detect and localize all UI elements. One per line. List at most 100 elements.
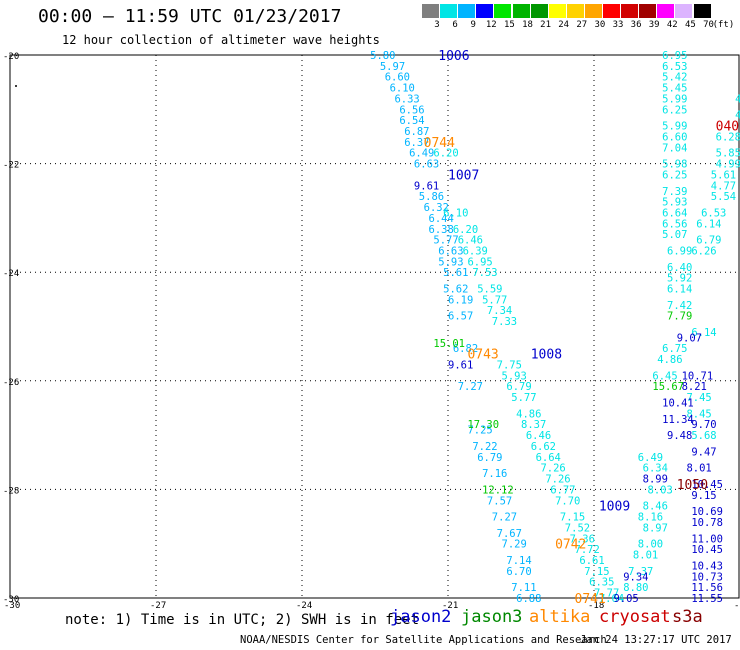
- swh-value: 6.95: [467, 256, 492, 268]
- colorbar-swatch: [621, 4, 639, 18]
- swh-value: 4.77: [711, 180, 736, 192]
- legend-cryosat: cryosat: [599, 607, 671, 627]
- swh-value: 6.64: [536, 452, 561, 464]
- swh-value: 6.46: [458, 235, 483, 247]
- colorbar-label: 18: [522, 20, 533, 30]
- swh-value: 5.77: [511, 392, 536, 404]
- swh-value: 7.77: [594, 588, 619, 600]
- colorbar-swatch: [530, 4, 548, 18]
- swh-value: 6.49: [409, 148, 434, 160]
- swh-value: 6.26: [691, 245, 716, 257]
- swh-value: 6.77: [550, 484, 575, 496]
- swh-value: 8.16: [638, 512, 663, 524]
- swh-value: 8.03: [648, 484, 673, 496]
- swh-value: 4.99: [716, 159, 740, 171]
- swh-value: 7.34: [487, 305, 512, 317]
- swh-value: 8.01: [633, 550, 658, 562]
- swh-value: 6.33: [394, 93, 419, 105]
- swh-value: 9.34: [623, 571, 648, 583]
- swh-value: 7.33: [492, 316, 517, 328]
- pass-time-label: 0741: [575, 592, 606, 607]
- lon-tick-label: -30: [4, 601, 20, 611]
- lon-tick-label: -27: [150, 601, 166, 611]
- swh-value: 5.85: [716, 148, 740, 160]
- colorbar-swatch: [584, 4, 602, 18]
- swh-value: 6.54: [399, 115, 424, 127]
- swh-value: 11.56: [691, 582, 723, 594]
- swh-value: 6.63: [438, 245, 463, 257]
- pass-time-label: 1007: [448, 168, 479, 183]
- map-title: 00:00 – 11:59 UTC 01/23/2017: [38, 6, 342, 27]
- swh-value: 5.54: [711, 191, 736, 203]
- swh-value: 5.92: [667, 273, 692, 285]
- swh-value: 5.97: [380, 61, 405, 73]
- swh-value: 5.61: [711, 169, 736, 181]
- colorbar-label: 33: [612, 20, 624, 30]
- swh-value: 7.25: [467, 425, 492, 437]
- swh-value: 5.98: [662, 159, 687, 171]
- colorbar-label: 12: [485, 20, 497, 30]
- colorbar-swatch: [657, 4, 675, 18]
- swh-value: 5.99: [662, 121, 687, 133]
- swh-value: 10.78: [691, 517, 723, 529]
- map-dot: [15, 85, 17, 87]
- lat-tick-label: -24: [3, 269, 19, 279]
- pass-time-label: 0743: [467, 348, 498, 363]
- swh-value: 6.99: [667, 245, 692, 257]
- swh-value: 10.43: [691, 560, 723, 572]
- swh-value: 11.55: [691, 593, 723, 605]
- swh-value: 6.34: [643, 463, 668, 475]
- swh-value: 6.14: [696, 218, 721, 230]
- swh-value: 11.00: [691, 533, 723, 545]
- swh-value: 7.04: [662, 142, 687, 154]
- swh-value: 9.05: [613, 593, 638, 605]
- colorbar-label: 70: [703, 20, 714, 30]
- swh-value: 7.15: [584, 566, 609, 578]
- swh-value: 7.67: [497, 528, 522, 540]
- swh-value: 6.35: [589, 577, 614, 589]
- swh-value: 5.77: [482, 294, 507, 306]
- colorbar-swatch: [458, 4, 476, 18]
- swh-value: 7.42: [667, 300, 692, 312]
- colorbar-swatch: [675, 4, 693, 18]
- swh-value: 7.22: [472, 441, 497, 453]
- swh-value: 7.79: [667, 311, 692, 323]
- colorbar-swatch: [494, 4, 512, 18]
- swh-value: 5.86: [419, 191, 444, 203]
- swh-value: 6.25: [662, 104, 687, 116]
- swh-value: 5.93: [502, 370, 527, 382]
- swh-value: 5.99: [662, 93, 687, 105]
- swh-value: 6.79: [477, 452, 502, 464]
- swh-value: 5.07: [662, 229, 687, 241]
- lat-tick-label: -28: [3, 486, 19, 496]
- swh-value: 6.49: [638, 452, 663, 464]
- colorbar-label: 27: [576, 20, 588, 30]
- colorbar-swatch: [566, 4, 584, 18]
- swh-value: 6.95: [662, 50, 687, 62]
- swh-value: 5.93: [438, 256, 463, 268]
- lon-tick-label: -15: [734, 601, 740, 611]
- swh-value: 5.77: [433, 235, 458, 247]
- swh-value: 6.20: [433, 148, 458, 160]
- swh-value: 7.29: [502, 539, 527, 551]
- swh-value: 5.42: [662, 72, 687, 84]
- swh-value: 7.39: [662, 186, 687, 198]
- swh-value: 6.64: [662, 207, 687, 219]
- swh-value: 6.14: [667, 283, 692, 295]
- swh-value: 6.79: [506, 381, 531, 393]
- colorbar-label: 42: [666, 20, 678, 30]
- swh-value: 6.60: [662, 131, 687, 143]
- colorbar-label: 15: [503, 20, 515, 30]
- swh-value: 6.53: [701, 207, 726, 219]
- swh-value: 8.99: [643, 474, 668, 486]
- swh-value: 6.62: [531, 441, 556, 453]
- swh-value: 6.82: [453, 343, 478, 355]
- legend-jason3: jason3: [461, 607, 523, 627]
- swh-value: 10.45: [691, 479, 723, 491]
- swh-value: 6.57: [448, 311, 473, 323]
- legend-s3a: s3a: [672, 607, 703, 627]
- swh-value: 6.25: [662, 169, 687, 181]
- swh-value: 9.15: [691, 490, 716, 502]
- swh-value: 6.10: [443, 207, 468, 219]
- swh-value: 9.07: [677, 332, 702, 344]
